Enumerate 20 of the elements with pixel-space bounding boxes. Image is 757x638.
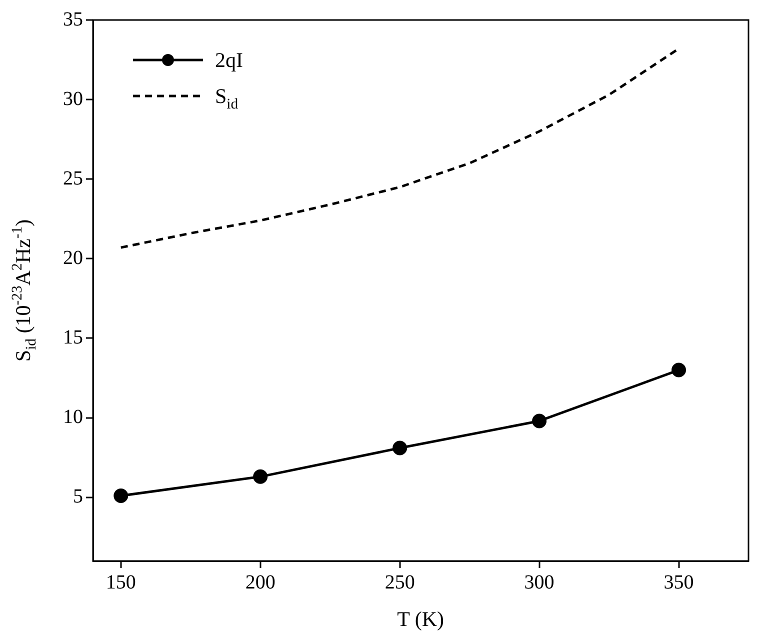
y-tick-label: 10 <box>63 406 83 428</box>
text: Sid (10-23A2Hz-1) <box>10 219 40 362</box>
point <box>532 414 547 428</box>
point <box>392 440 408 456</box>
point <box>672 362 686 378</box>
y-tick-label: 5 <box>73 486 83 508</box>
y-tick-label: 15 <box>63 326 83 348</box>
x-axis-title: T (K) <box>397 607 444 631</box>
x-tick-label: 250 <box>384 571 415 594</box>
y-tick-label: 35 <box>63 8 83 30</box>
y-tick-label: 30 <box>63 88 83 110</box>
point <box>114 488 128 504</box>
x-tick-label: 150 <box>106 571 136 594</box>
point <box>253 469 268 484</box>
legend-label: 2qI <box>215 48 243 72</box>
x-tick-label: 200 <box>245 571 276 594</box>
y-tick-label: 25 <box>63 167 83 190</box>
y-tick-label: 20 <box>63 246 83 269</box>
x-tick-label: 300 <box>524 571 554 594</box>
x-tick-label: 350 <box>664 571 694 594</box>
